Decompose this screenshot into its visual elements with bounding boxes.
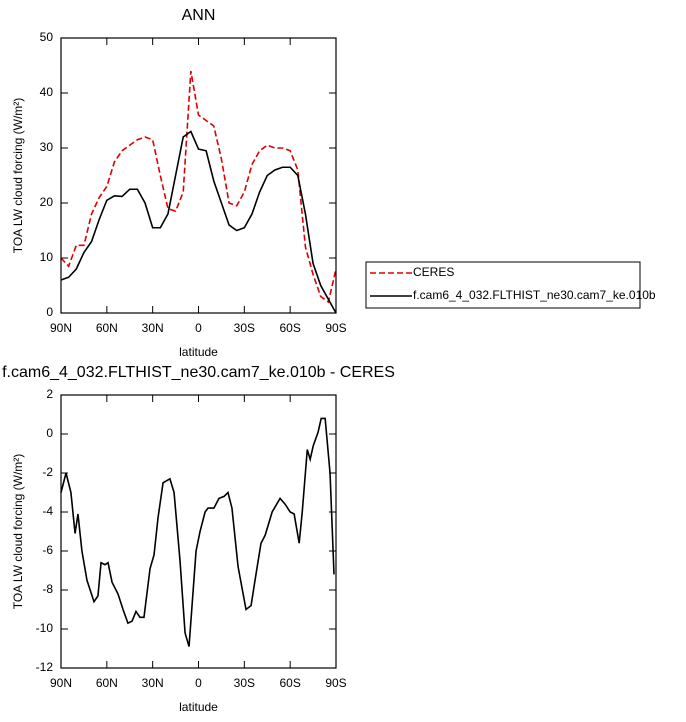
x-tick-label: 90N xyxy=(50,676,72,690)
x-tick-label: 90S xyxy=(325,321,346,335)
x-tick-label: 0 xyxy=(195,676,202,690)
y-tick-label: 2 xyxy=(46,387,53,401)
y-tick-label: -10 xyxy=(36,621,54,635)
y-tick-label: 10 xyxy=(40,250,54,264)
x-tick-label: 30S xyxy=(234,321,255,335)
legend-label: f.cam6_4_032.FLTHIST_ne30.cam7_ke.010b xyxy=(413,288,656,302)
y-axis-label: TOA LW cloud forcing (W/m²) xyxy=(11,454,25,610)
x-tick-label: 30N xyxy=(142,321,164,335)
x-tick-label: 60N xyxy=(96,676,118,690)
y-tick-label: -4 xyxy=(42,504,53,518)
y-tick-label: 30 xyxy=(40,140,54,154)
x-tick-label: 0 xyxy=(195,321,202,335)
x-tick-label: 60N xyxy=(96,321,118,335)
x-axis-label: latitude xyxy=(179,345,218,359)
y-tick-label: 0 xyxy=(46,426,53,440)
y-tick-label: -2 xyxy=(42,465,53,479)
x-tick-label: 90N xyxy=(50,321,72,335)
x-tick-label: 30S xyxy=(234,676,255,690)
data-line xyxy=(60,130,337,314)
plot-frame xyxy=(60,394,337,669)
y-tick-label: 0 xyxy=(46,305,53,319)
plot-frame xyxy=(60,37,337,314)
x-axis-label: latitude xyxy=(179,700,218,714)
data-line xyxy=(60,70,337,304)
y-tick-label: 40 xyxy=(40,85,54,99)
chart-title: ANN xyxy=(182,7,216,24)
y-tick-label: -8 xyxy=(42,582,53,596)
legend-box xyxy=(365,261,641,309)
y-tick-label: 20 xyxy=(40,195,54,209)
y-tick-label: -12 xyxy=(36,660,54,674)
y-axis-label: TOA LW cloud forcing (W/m²) xyxy=(11,98,25,254)
x-tick-label: 30N xyxy=(142,676,164,690)
y-tick-label: 50 xyxy=(40,30,54,44)
x-tick-label: 60S xyxy=(279,321,300,335)
x-tick-label: 60S xyxy=(279,676,300,690)
y-tick-label: -6 xyxy=(42,543,53,557)
data-line xyxy=(60,417,335,647)
x-tick-label: 90S xyxy=(325,676,346,690)
legend-label: CERES xyxy=(413,265,454,279)
chart-title: f.cam6_4_032.FLTHIST_ne30.cam7_ke.010b -… xyxy=(2,364,395,381)
